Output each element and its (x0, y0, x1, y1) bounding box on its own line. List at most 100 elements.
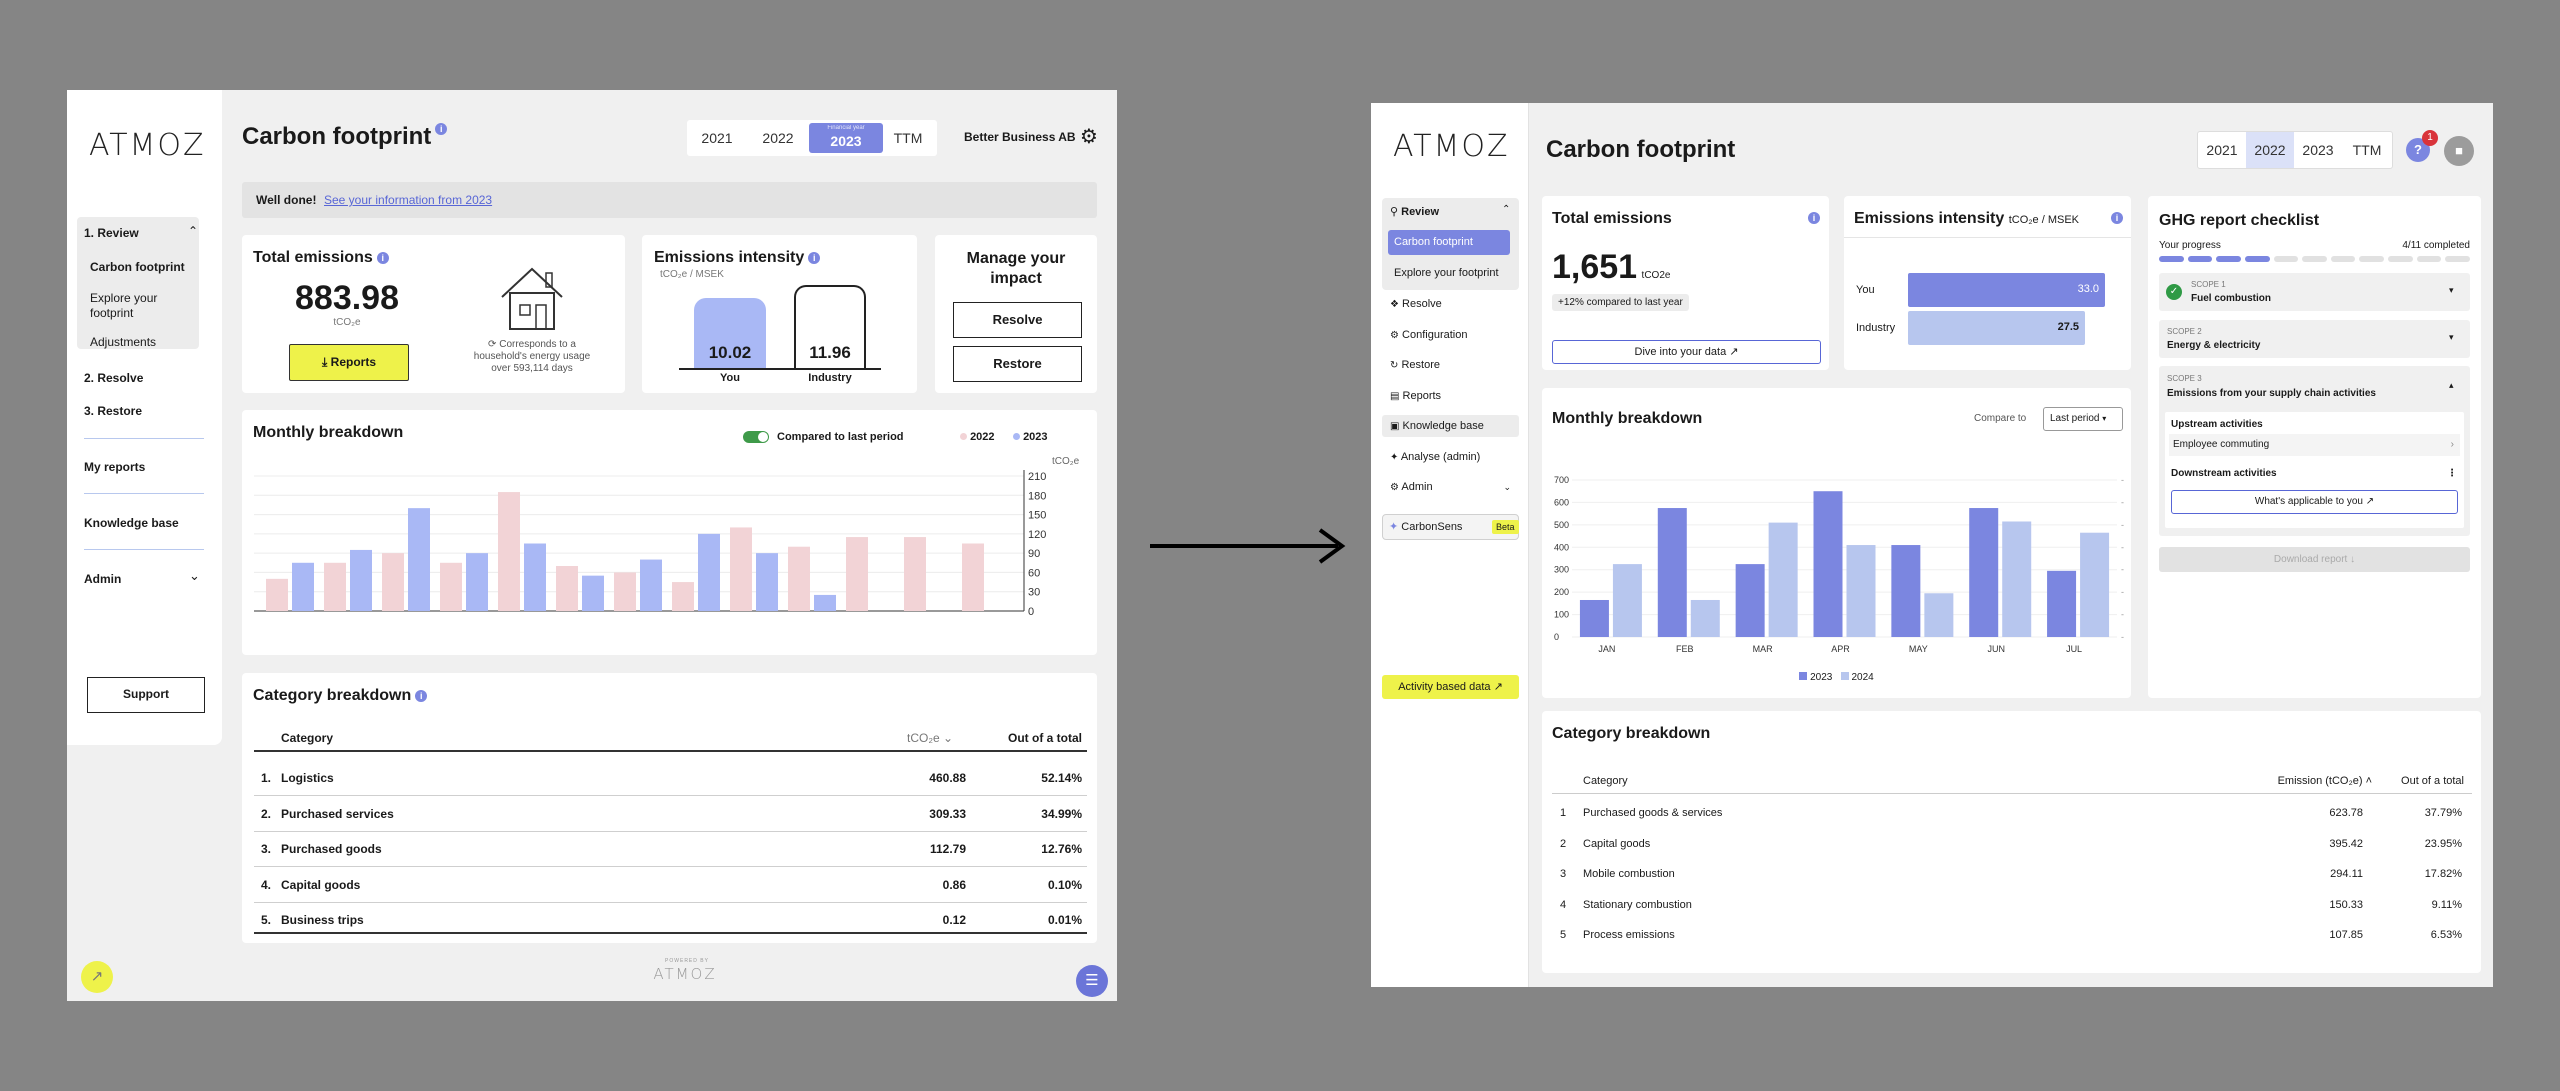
banner-link[interactable]: See your information from 2023 (324, 193, 493, 207)
nav-adjustments[interactable]: Adjustments (90, 335, 157, 349)
nav-carbonsens[interactable]: ✦ CarbonSens Beta (1382, 514, 1519, 540)
info-icon[interactable]: i (376, 251, 389, 264)
nav-restore[interactable]: 3. Restore (84, 404, 143, 418)
tab-2022[interactable]: 2022 (762, 130, 794, 146)
table-row[interactable]: 5 Process emissions 107.85 6.53% (1552, 921, 2472, 951)
avatar[interactable]: ■ (2444, 136, 2474, 166)
compare-select[interactable]: Last period ▾ (2043, 407, 2123, 431)
nav-admin[interactable]: Admin (84, 572, 122, 586)
house-icon (501, 267, 563, 330)
table-row[interactable]: 1. Logistics 460.88 52.14% (254, 761, 1087, 796)
col-unit[interactable]: tCO₂e ⌄ (907, 731, 954, 745)
tab-ttm[interactable]: TTM (2352, 142, 2382, 158)
company-name[interactable]: Better Business AB (964, 130, 1076, 144)
nav-reports[interactable]: ▤ Reports (1390, 389, 1442, 402)
nav-review[interactable]: 1. Review (84, 226, 139, 240)
y-tick-label: 210 (1028, 471, 1046, 483)
bar-2023 (1813, 491, 1843, 637)
download-report-button[interactable]: Download report ↓ (2159, 547, 2470, 572)
nav-restore[interactable]: ↻ Restore (1390, 359, 1440, 371)
chevron-up-icon[interactable]: ⌃ (1502, 204, 1511, 215)
right-sidebar: ATMOZ ⚲ Review ⌃ Carbon footprint Explor… (1371, 103, 1529, 987)
nav-configuration[interactable]: ⚙ Configuration (1390, 328, 1468, 341)
activity-based-data-button[interactable]: Activity based data ↗ (1382, 675, 1519, 699)
divider (84, 549, 204, 550)
card-title: Monthly breakdown (1552, 410, 1703, 427)
nav-knowledge-base[interactable]: ▣ Knowledge base (1382, 415, 1519, 437)
footer-line (254, 932, 1087, 934)
table-header: Category Emission (tCO₂e) ˄ Out of a tot… (1552, 770, 2472, 794)
tab-2021[interactable]: 2021 (701, 130, 733, 146)
tab-2023[interactable]: Financial year 2023 (809, 123, 883, 153)
nav-analyse-admin[interactable]: ✦ Analyse (admin) (1390, 450, 1481, 463)
table-row[interactable]: 4. Capital goods 0.86 0.10% (254, 868, 1087, 903)
compare-toggle[interactable] (743, 431, 769, 443)
chat-fab[interactable]: ↗ (81, 961, 113, 993)
progress-segment (2302, 256, 2327, 262)
card-title: Category breakdown (1552, 725, 1711, 742)
y-tick-label: 180 (1028, 490, 1046, 502)
chevron-down-icon: ⌄ (1503, 482, 1511, 492)
nav-admin[interactable]: ⚙ Admin ⌄ (1382, 476, 1519, 498)
beta-badge: Beta (1492, 520, 1519, 534)
tab-2022[interactable]: 2022 (2246, 132, 2294, 168)
dive-into-data-button[interactable]: Dive into your data ↗ (1552, 340, 1821, 364)
settings-fab[interactable]: ☰ (1076, 965, 1108, 997)
nav-explore-footprint[interactable]: Explore your footprint (90, 291, 158, 320)
x-tick-label: JUL (2066, 644, 2082, 654)
gear-icon[interactable]: ⚙ (1080, 126, 1098, 148)
row-share: 52.14% (1041, 771, 1082, 785)
info-icon[interactable]: i (2111, 212, 2123, 224)
support-button[interactable]: Support (87, 677, 205, 713)
scope-3-body: Upstream activities Employee commuting › … (2165, 412, 2464, 528)
table-row[interactable]: 2 Capital goods 395.42 23.95% (1552, 830, 2472, 860)
atmoz-logo: ATMOZ (89, 128, 206, 163)
scope-3-item[interactable]: SCOPE 3 Emissions from your supply chain… (2159, 366, 2470, 536)
table-row[interactable]: 2. Purchased services 309.33 34.99% (254, 797, 1087, 832)
nav-explore-footprint[interactable]: Explore your footprint (1394, 267, 1499, 279)
tab-2023[interactable]: 2023 (2302, 142, 2334, 158)
card-title: Monthly breakdown (253, 424, 404, 441)
row-number: 2. (261, 806, 272, 821)
col-emission[interactable]: Emission (tCO₂e) ˄ (2277, 775, 2372, 787)
table-row[interactable]: 5. Business trips 0.12 0.01% (254, 903, 1087, 938)
applicable-button[interactable]: What's applicable to you ↗ (2171, 490, 2458, 514)
scope-1-item[interactable]: ✓ SCOPE 1 Fuel combustion ▾ (2159, 273, 2470, 311)
footer-caption: POWERED BY (665, 958, 709, 964)
nav-carbon-footprint[interactable]: Carbon footprint (90, 260, 185, 274)
y-tick-label: 400 (1554, 542, 1569, 552)
x-tick-label: MAR (1753, 644, 1774, 654)
nav-knowledge-base[interactable]: Knowledge base (84, 516, 179, 530)
chevron-down-icon[interactable]: ⌄ (189, 568, 200, 583)
table-row[interactable]: 3. Purchased goods 112.79 12.76% (254, 832, 1087, 867)
info-icon[interactable]: i (435, 123, 448, 135)
reports-button[interactable]: ⤓ Reports (289, 344, 409, 381)
tab-2021[interactable]: 2021 (2206, 142, 2238, 158)
nav-review[interactable]: ⚲ Review (1390, 206, 1440, 218)
chevron-up-icon[interactable]: ⌃ (188, 224, 199, 238)
total-unit: tCO₂e (333, 317, 361, 328)
info-icon[interactable]: i (415, 689, 428, 702)
scope-title: Fuel combustion (2191, 293, 2271, 304)
progress-segment (2359, 256, 2385, 262)
row-share: 0.01% (1047, 913, 1082, 927)
nav-resolve[interactable]: 2. Resolve (84, 371, 144, 385)
scope-2-item[interactable]: SCOPE 2 Energy & electricity ▾ (2159, 320, 2470, 358)
nav-carbon-footprint[interactable]: Carbon footprint (1388, 230, 1510, 255)
industry-value: 11.96 (809, 343, 851, 362)
resolve-button[interactable]: Resolve (953, 302, 1082, 338)
tab-ttm[interactable]: TTM (893, 130, 923, 146)
progress-segment (2244, 256, 2270, 262)
table-row[interactable]: 4 Stationary combustion 150.33 9.11% (1552, 891, 2472, 921)
info-icon[interactable]: i (808, 251, 821, 264)
restore-button[interactable]: Restore (953, 346, 1082, 382)
employee-commuting-item[interactable]: Employee commuting › (2169, 434, 2460, 456)
row-value: 395.42 (2329, 837, 2363, 850)
table-row[interactable]: 1 Purchased goods & services 623.78 37.79% (1552, 799, 2472, 829)
nav-resolve[interactable]: ❖ Resolve (1390, 298, 1442, 310)
page-title: Carbon footprint (1546, 136, 1736, 163)
more-icon[interactable]: ⋮ (2447, 468, 2457, 479)
info-icon[interactable]: i (1808, 212, 1820, 224)
table-row[interactable]: 3 Mobile combustion 294.11 17.82% (1552, 860, 2472, 890)
nav-my-reports[interactable]: My reports (84, 460, 146, 474)
